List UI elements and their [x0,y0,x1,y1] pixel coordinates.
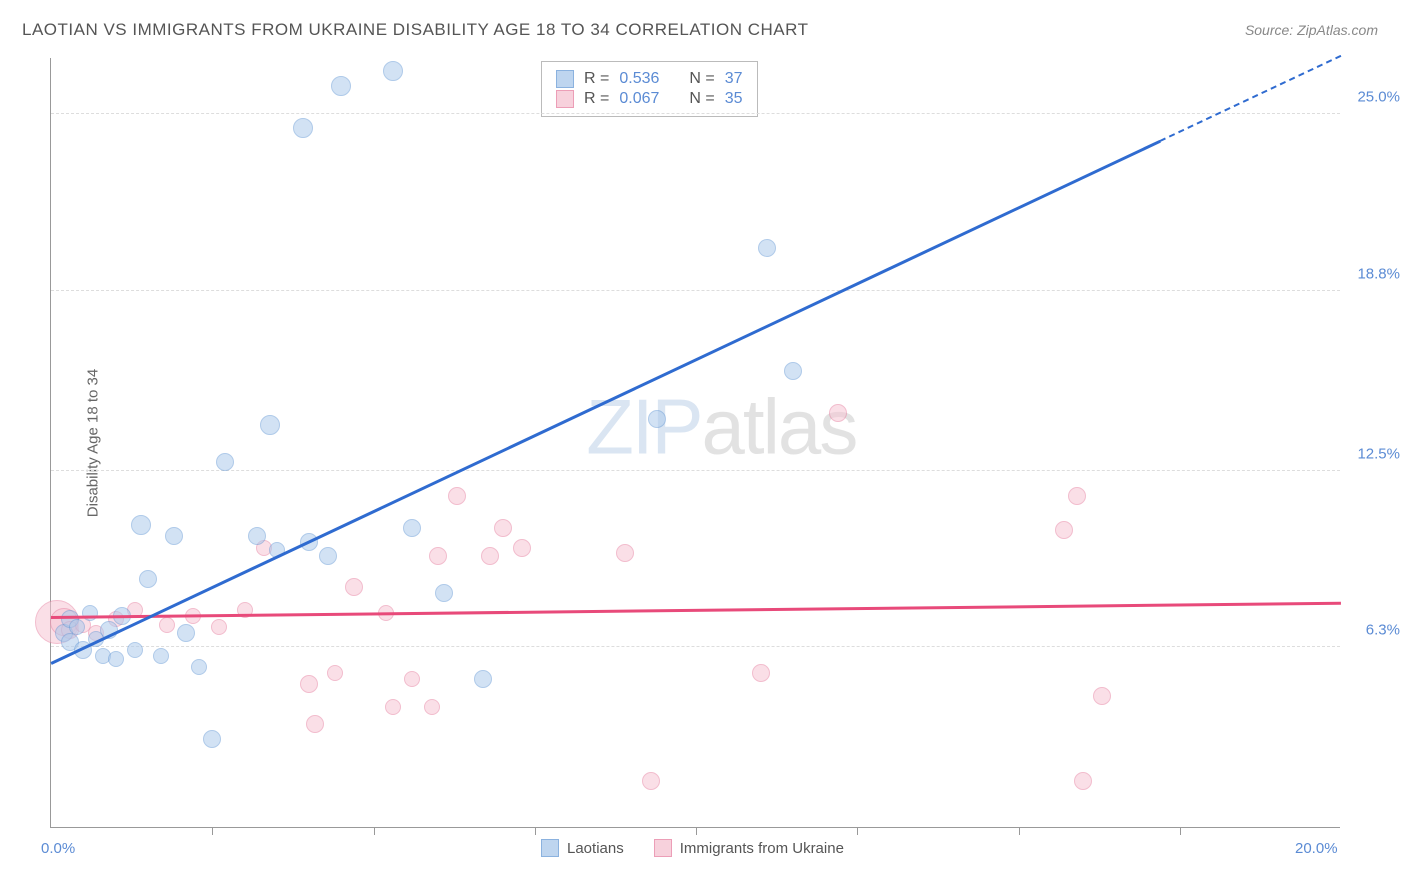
n-value-blue: 37 [725,70,743,88]
data-point-pink [616,544,634,562]
n-label: N = [689,70,714,88]
data-point-pink [159,617,175,633]
x-tick [1019,827,1020,835]
watermark: ZIPatlas [586,382,856,473]
y-tick-label: 12.5% [1357,445,1400,462]
data-point-blue [474,670,492,688]
data-point-blue [177,624,195,642]
swatch-pink [654,839,672,857]
data-point-pink [494,519,512,537]
data-point-pink [404,671,420,687]
x-tick [1180,827,1181,835]
data-point-blue [319,547,337,565]
data-point-blue [784,362,802,380]
data-point-pink [424,699,440,715]
x-tick [857,827,858,835]
swatch-pink [556,90,574,108]
trendline-blue [1160,55,1341,142]
data-point-pink [448,487,466,505]
legend-item-pink: Immigrants from Ukraine [654,839,844,857]
r-label: R = [584,70,609,88]
gridline [51,113,1340,114]
r-label: R = [584,90,609,108]
legend-item-blue: Laotians [541,839,624,857]
data-point-blue [69,619,85,635]
data-point-pink [1068,487,1086,505]
n-value-pink: 35 [725,90,743,108]
scatter-plot: Disability Age 18 to 34 ZIPatlas R = 0.5… [50,58,1340,828]
data-point-blue [331,76,351,96]
data-point-blue [82,605,98,621]
data-point-blue [153,648,169,664]
data-point-pink [829,404,847,422]
chart-title: LAOTIAN VS IMMIGRANTS FROM UKRAINE DISAB… [22,20,808,40]
data-point-pink [385,699,401,715]
data-point-pink [642,772,660,790]
swatch-blue [556,70,574,88]
y-tick-label: 25.0% [1357,89,1400,106]
x-tick [212,827,213,835]
data-point-pink [481,547,499,565]
data-point-pink [300,675,318,693]
data-point-blue [293,118,313,138]
x-tick [535,827,536,835]
watermark-atlas: atlas [702,383,857,471]
y-tick-label: 18.8% [1357,265,1400,282]
data-point-pink [752,664,770,682]
gridline [51,290,1340,291]
legend-stats: R = 0.536 N = 37 R = 0.067 N = 35 [541,61,758,117]
legend-label-pink: Immigrants from Ukraine [680,840,844,857]
data-point-pink [1074,772,1092,790]
data-point-blue [203,730,221,748]
source-label: Source: ZipAtlas.com [1245,22,1378,38]
legend-series: Laotians Immigrants from Ukraine [541,839,844,857]
gridline [51,646,1340,647]
data-point-pink [306,715,324,733]
data-point-pink [345,578,363,596]
legend-stats-row: R = 0.536 N = 37 [556,70,743,88]
r-value-blue: 0.536 [619,70,659,88]
data-point-blue [191,659,207,675]
watermark-zip: ZIP [586,383,701,471]
trendline-blue [50,140,1160,665]
data-point-blue [648,410,666,428]
data-point-pink [1093,687,1111,705]
data-point-blue [403,519,421,537]
data-point-blue [260,415,280,435]
x-tick-label: 0.0% [41,840,75,857]
data-point-blue [108,651,124,667]
y-tick-label: 6.3% [1366,622,1400,639]
data-point-pink [211,619,227,635]
legend-stats-row: R = 0.067 N = 35 [556,90,743,108]
swatch-blue [541,839,559,857]
y-axis-title: Disability Age 18 to 34 [85,368,102,516]
data-point-blue [435,584,453,602]
data-point-blue [383,61,403,81]
data-point-pink [1055,521,1073,539]
data-point-blue [758,239,776,257]
data-point-blue [165,527,183,545]
data-point-blue [216,453,234,471]
gridline [51,470,1340,471]
x-tick [696,827,697,835]
data-point-blue [127,642,143,658]
data-point-pink [429,547,447,565]
n-label: N = [689,90,714,108]
data-point-pink [327,665,343,681]
data-point-blue [131,515,151,535]
x-tick [374,827,375,835]
data-point-blue [139,570,157,588]
r-value-pink: 0.067 [619,90,659,108]
x-tick-label: 20.0% [1295,840,1338,857]
legend-label-blue: Laotians [567,840,624,857]
data-point-pink [513,539,531,557]
data-point-blue [248,527,266,545]
